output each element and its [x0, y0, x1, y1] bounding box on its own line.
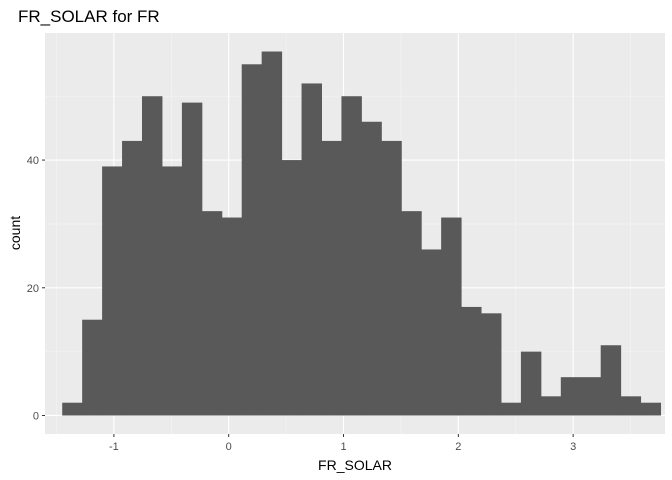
- histogram-bar: [141, 96, 163, 416]
- histogram-bar: [560, 377, 582, 416]
- x-tick-label: 1: [340, 441, 346, 453]
- histogram-bar: [281, 160, 303, 416]
- histogram-bar: [321, 140, 342, 416]
- histogram-bar: [520, 351, 542, 416]
- x-tick-label: 0: [226, 441, 232, 453]
- histogram-bar: [441, 217, 462, 416]
- y-tick-label: 40: [27, 155, 39, 167]
- histogram-bar: [261, 51, 283, 416]
- histogram-bar: [241, 64, 263, 416]
- y-tick-label: 0: [33, 410, 39, 422]
- histogram-bar: [122, 140, 143, 416]
- histogram-bar: [341, 96, 362, 416]
- histogram-bar: [221, 217, 243, 416]
- histogram-bar: [301, 83, 322, 416]
- histogram-bar: [181, 102, 203, 416]
- x-axis-title: FR_SOLAR: [318, 457, 392, 473]
- histogram-bar: [361, 121, 382, 416]
- y-axis-title: count: [7, 216, 23, 250]
- histogram-bar: [421, 249, 442, 416]
- histogram-bar: [620, 396, 642, 416]
- histogram-bar: [161, 166, 183, 416]
- histogram-bar: [381, 140, 402, 416]
- x-tick-label: -1: [109, 441, 119, 453]
- y-axis: 0 20 40: [27, 155, 45, 422]
- x-tick-label: 3: [570, 441, 576, 453]
- histogram-bars: [62, 51, 662, 416]
- chart-title: FR_SOLAR for FR: [18, 7, 160, 26]
- histogram-bar: [102, 166, 123, 416]
- histogram-bar: [640, 402, 662, 416]
- histogram-bar: [600, 345, 622, 416]
- histogram-bar: [500, 402, 522, 416]
- histogram-bar: [540, 396, 562, 416]
- histogram-bar: [580, 377, 602, 416]
- x-tick-label: 2: [455, 441, 461, 453]
- histogram-bar: [461, 306, 482, 416]
- y-tick-label: 20: [27, 283, 39, 295]
- x-axis: -1 0 1 2 3: [109, 434, 576, 453]
- histogram-bar: [62, 402, 83, 416]
- histogram-bar: [401, 211, 422, 416]
- histogram-bar: [82, 319, 103, 416]
- histogram-bar: [201, 211, 223, 416]
- histogram-bar: [481, 313, 502, 416]
